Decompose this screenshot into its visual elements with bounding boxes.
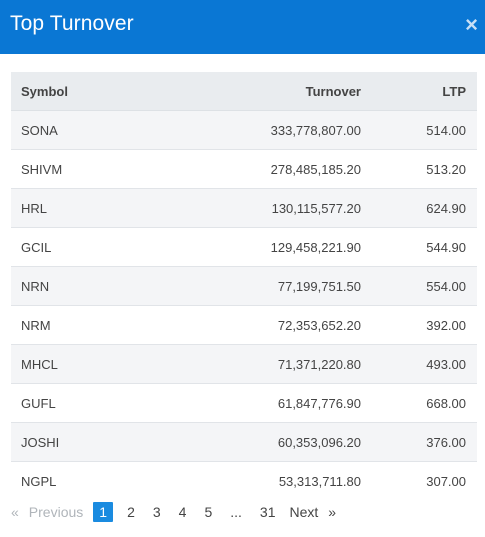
cell-ltp: 544.90 xyxy=(367,227,477,267)
table-row: SONA 333,778,807.00 514.00 xyxy=(11,110,477,150)
table-row: NRN 77,199,751.50 554.00 xyxy=(11,266,477,306)
cell-turnover: 72,353,652.20 xyxy=(171,305,367,345)
cell-symbol: NGPL xyxy=(11,461,171,500)
modal-title: Top Turnover xyxy=(10,12,134,35)
cell-ltp: 307.00 xyxy=(367,461,477,500)
close-icon[interactable]: × xyxy=(465,12,478,37)
column-header-turnover: Turnover xyxy=(171,72,367,111)
modal-header: Top Turnover × xyxy=(0,0,485,54)
cell-turnover: 71,371,220.80 xyxy=(171,344,367,384)
page-button-4[interactable]: 4 xyxy=(178,504,187,520)
page-button-2[interactable]: 2 xyxy=(127,504,135,520)
page-button-1[interactable]: 1 xyxy=(93,502,114,522)
cell-symbol: JOSHI xyxy=(11,422,171,462)
table-row: HRL 130,115,577.20 624.90 xyxy=(11,188,477,228)
page-button-31[interactable]: 31 xyxy=(259,504,276,520)
table-row: GUFL 61,847,776.90 668.00 xyxy=(11,383,477,423)
cell-ltp: 514.00 xyxy=(367,110,477,150)
table-row: NGPL 53,313,711.80 307.00 xyxy=(11,461,477,500)
cell-symbol: SONA xyxy=(11,110,171,150)
cell-ltp: 392.00 xyxy=(367,305,477,345)
cell-ltp: 513.20 xyxy=(367,149,477,189)
cell-turnover: 60,353,096.20 xyxy=(171,422,367,462)
previous-arrow-icon: « xyxy=(11,504,19,520)
table-row: JOSHI 60,353,096.20 376.00 xyxy=(11,422,477,462)
table-row: SHIVM 278,485,185.20 513.20 xyxy=(11,149,477,189)
column-header-ltp: LTP xyxy=(367,72,477,111)
turnover-table: Symbol Turnover LTP SONA 333,778,807.00 … xyxy=(11,72,477,500)
cell-ltp: 493.00 xyxy=(367,344,477,384)
cell-symbol: GCIL xyxy=(11,227,171,267)
cell-symbol: HRL xyxy=(11,188,171,228)
next-button[interactable]: Next xyxy=(289,504,319,520)
cell-ltp: 668.00 xyxy=(367,383,477,423)
cell-turnover: 333,778,807.00 xyxy=(171,110,367,150)
page-ellipsis: ... xyxy=(230,504,242,520)
cell-symbol: GUFL xyxy=(11,383,171,423)
cell-turnover: 130,115,577.20 xyxy=(171,188,367,228)
table-row: NRM 72,353,652.20 392.00 xyxy=(11,305,477,345)
next-arrow-icon[interactable]: » xyxy=(328,504,337,520)
table-header-row: Symbol Turnover LTP xyxy=(11,72,477,111)
previous-button: Previous xyxy=(28,504,84,520)
cell-symbol: MHCL xyxy=(11,344,171,384)
column-header-symbol: Symbol xyxy=(11,72,171,111)
page-button-5[interactable]: 5 xyxy=(204,504,213,520)
cell-symbol: SHIVM xyxy=(11,149,171,189)
cell-ltp: 624.90 xyxy=(367,188,477,228)
cell-turnover: 77,199,751.50 xyxy=(171,266,367,306)
cell-ltp: 376.00 xyxy=(367,422,477,462)
cell-turnover: 61,847,776.90 xyxy=(171,383,367,423)
cell-symbol: NRN xyxy=(11,266,171,306)
table-row: MHCL 71,371,220.80 493.00 xyxy=(11,344,477,384)
cell-ltp: 554.00 xyxy=(367,266,477,306)
cell-symbol: NRM xyxy=(11,305,171,345)
table-row: GCIL 129,458,221.90 544.90 xyxy=(11,227,477,267)
cell-turnover: 53,313,711.80 xyxy=(171,461,367,500)
cell-turnover: 129,458,221.90 xyxy=(171,227,367,267)
cell-turnover: 278,485,185.20 xyxy=(171,149,367,189)
pagination: « Previous 1 2 3 4 5 ... 31 Next » xyxy=(11,501,346,523)
page-button-3[interactable]: 3 xyxy=(152,504,161,520)
